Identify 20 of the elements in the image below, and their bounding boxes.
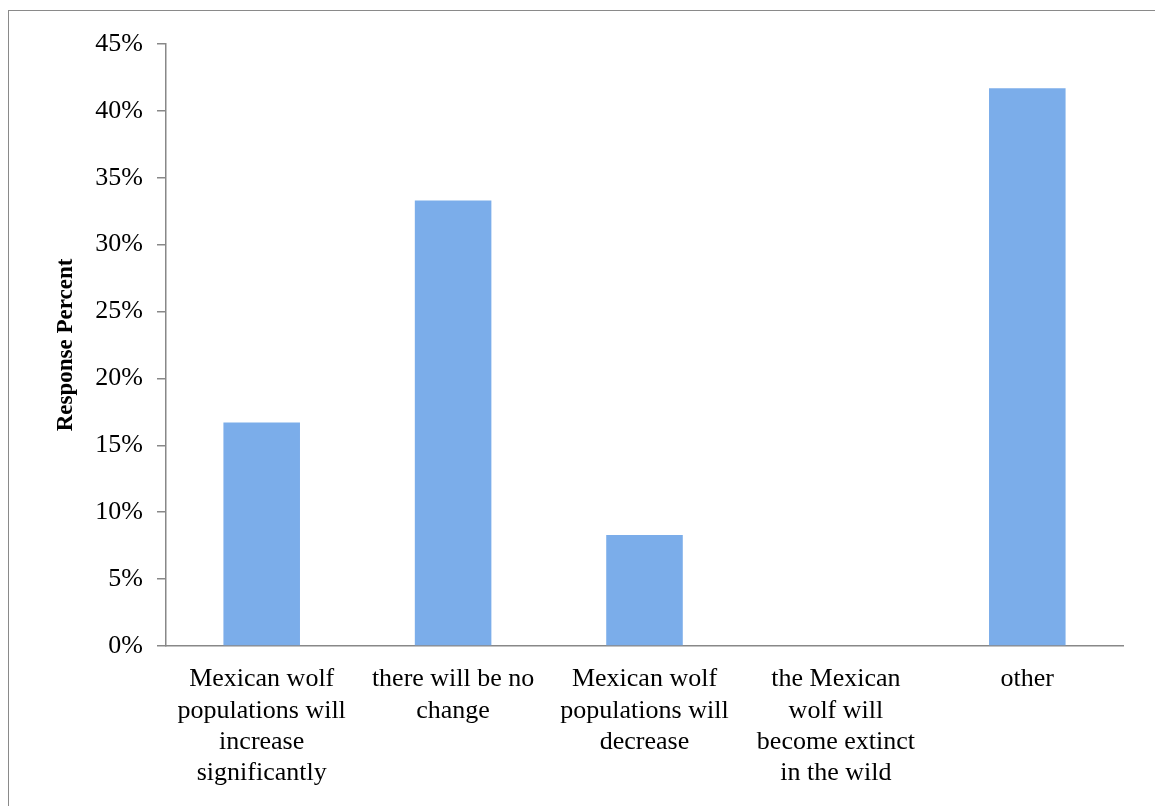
x-tick-label: the Mexican wolf will become extinct in the wild bbox=[756, 663, 916, 787]
y-tick-label: 15% bbox=[95, 429, 143, 459]
y-tick-label: 30% bbox=[95, 228, 143, 258]
y-tick-label: 35% bbox=[95, 161, 143, 191]
y-axis-title: Response Percent bbox=[51, 258, 77, 432]
y-tick-label: 25% bbox=[95, 295, 143, 325]
y-tick-label: 0% bbox=[108, 629, 143, 659]
x-tick-label: other bbox=[1000, 663, 1055, 693]
y-tick-label: 5% bbox=[108, 562, 143, 592]
bar bbox=[414, 200, 492, 646]
y-tick-label: 20% bbox=[95, 362, 143, 392]
x-tick-label: Mexican wolf populations will decrease bbox=[560, 663, 729, 755]
y-tick-label: 45% bbox=[95, 27, 143, 57]
y-tick-label: 10% bbox=[95, 496, 143, 526]
x-tick-label: Mexican wolf populations will increase significantly bbox=[177, 663, 346, 787]
y-tick-label: 40% bbox=[95, 94, 143, 124]
bar bbox=[606, 534, 683, 646]
x-tick-label: there will be no change bbox=[371, 663, 535, 724]
bar bbox=[989, 88, 1066, 646]
bar bbox=[223, 422, 300, 646]
